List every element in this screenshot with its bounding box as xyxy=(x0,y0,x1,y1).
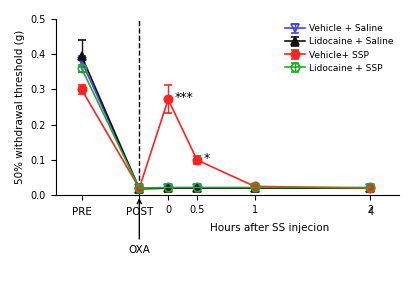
Text: 4: 4 xyxy=(366,207,372,217)
Text: OXA: OXA xyxy=(128,199,150,254)
Text: *: * xyxy=(204,152,210,165)
Text: Hours after SS injecion: Hours after SS injecion xyxy=(209,223,328,233)
Text: ***: *** xyxy=(175,91,193,104)
Text: PRE: PRE xyxy=(71,207,91,217)
Legend: Vehicle + Saline, Lidocaine + Saline, Vehicle+ SSP, Lidocaine + SSP: Vehicle + Saline, Lidocaine + Saline, Ve… xyxy=(280,21,396,76)
Text: POST: POST xyxy=(125,207,153,217)
Y-axis label: 50% withdrawal threshold (g): 50% withdrawal threshold (g) xyxy=(15,30,25,184)
